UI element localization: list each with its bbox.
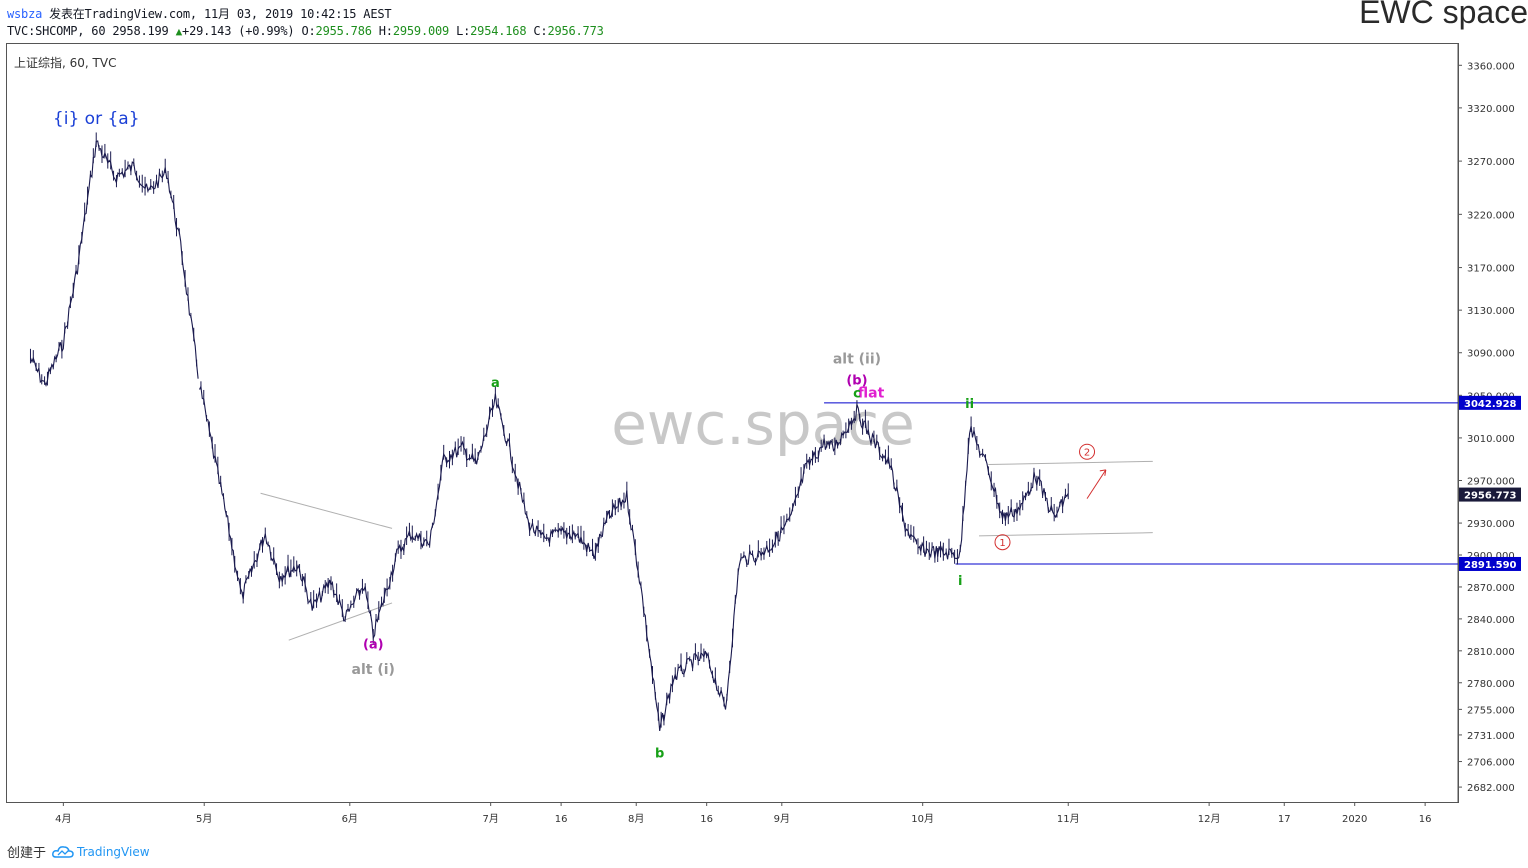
time-tick-label: 4月 [55,813,71,825]
support-price-tag-label: 2891.590 [1464,560,1517,571]
current-price-tag-box [1459,487,1521,502]
price-tick-label: 2970.000 [1467,476,1515,487]
brand-title: EWC space [1359,0,1528,30]
chart-legend: 上证综指, 60, TVC [14,56,117,70]
time-tick-label: 5月 [196,813,212,825]
wave-label-1: 1 [999,538,1005,549]
time-tick-label: 16 [555,814,568,825]
symbol-info: TVC:SHCOMP, 60 [7,24,113,38]
tradingview-logo[interactable]: TradingView [52,845,150,859]
time-tick-label: 17 [1278,814,1291,825]
time-tick-label: 16 [1419,814,1432,825]
price-tick-label: 2731.000 [1467,731,1515,742]
published-info: 发表在TradingView.com, 11月 03, 2019 10:42:1… [49,7,392,21]
wave-label: (a) [363,638,384,653]
time-tick-label: 8月 [628,813,644,825]
close-label: C: [533,24,548,38]
time-tick-label: 16 [700,814,713,825]
current-price-tag-label: 2956.773 [1464,491,1517,502]
price-tick-label: 2682.000 [1467,783,1515,794]
wave-label: c [853,386,861,401]
price-tick-label: 2840.000 [1467,615,1515,626]
price-tags: 3042.928 2891.590 2956.773 [1459,395,1521,571]
time-tick-label: 6月 [342,813,358,825]
author-link[interactable]: wsbza [7,7,43,21]
arrowhead-icon [1099,469,1107,476]
price-tick-label: 2930.000 [1467,519,1515,530]
projection-arrow[interactable] [1086,469,1107,499]
footer: 创建于 TradingView [7,842,150,862]
time-tick-label: 11月 [1057,813,1080,825]
wave-circle-2 [1079,443,1096,460]
price-tick-label: 2900.000 [1467,551,1515,562]
high-value: 2959.009 [392,24,450,38]
wave-label: ii [965,397,974,412]
time-axis[interactable]: 4月 5月 6月 7月 16 8月 16 9月 10月 11月 12月 17 2020 16 [55,802,1431,825]
price-tick-label: 3170.000 [1467,264,1515,275]
created-label: 创建于 [7,846,47,861]
wave-label: i [958,574,962,589]
triangle-upper-line[interactable] [260,492,393,529]
open-label: O: [301,24,316,38]
wave-label: flat [858,385,885,401]
open-value: 2955.786 [315,24,372,38]
price-tick-label: 3090.000 [1467,349,1515,360]
last-price: 2958.199 [112,24,169,38]
time-tick-label: 9月 [774,813,790,825]
up-triangle-icon: ▲ [175,25,183,38]
resistance-price-tag-label: 3042.928 [1464,399,1517,410]
wave-label: alt (i) [352,662,395,678]
high-label: H: [378,24,393,38]
wave-label: alt (ii) [833,351,881,367]
triangle-lower-line[interactable] [288,602,393,641]
wave-label: b [655,746,664,761]
close-value: 2956.773 [547,24,604,38]
resistance-price-tag-box [1459,395,1521,410]
wave-label: a [491,376,500,391]
wave-label: (b) [846,374,867,389]
price-series [29,132,1069,731]
price-tick-label: 2870.000 [1467,583,1515,594]
price-tick-label: 3010.000 [1467,434,1515,445]
price-tick-label: 3130.000 [1467,306,1515,317]
support-price-tag-box [1459,556,1521,571]
price-tick-label: 2780.000 [1467,679,1515,690]
watermark: ewc.space [611,390,915,458]
tradingview-text: TradingView [77,844,150,859]
price-axis[interactable]: 3360.000 3320.000 3270.000 3220.000 3170.000… [1457,44,1515,802]
time-tick-label: 7月 [482,813,498,825]
wave-label-2: 2 [1084,448,1090,459]
header-line-2: TVC:SHCOMP, 60 2958.199 ▲+29.143 (+0.99%… [7,24,604,38]
price-tick-label: 2706.000 [1467,758,1515,769]
price-tick-label: 3220.000 [1467,210,1515,221]
price-change: +29.143 (+0.99%) [182,24,295,38]
price-tick-label: 3320.000 [1467,104,1515,115]
low-label: L: [456,24,471,38]
wave-circle-1 [994,534,1011,551]
drawings[interactable] [260,402,1458,641]
channel-lower-line[interactable] [979,532,1153,537]
price-tick-label: 2810.000 [1467,647,1515,658]
price-tick-label: 2755.000 [1467,705,1515,716]
low-value: 2954.168 [470,24,527,38]
cloud-icon [52,845,74,858]
time-tick-label: 10月 [911,813,934,825]
price-tick-label: 3270.000 [1467,157,1515,168]
header-line-1: wsbza 发表在TradingView.com, 11月 03, 2019 1… [7,5,392,22]
channel-upper-line[interactable] [988,460,1153,466]
price-tick-label: 3360.000 [1467,61,1515,72]
time-tick-label: 12月 [1198,813,1221,825]
time-tick-label: 2020 [1342,814,1367,825]
wave-label: {i} or {a} [53,109,140,129]
